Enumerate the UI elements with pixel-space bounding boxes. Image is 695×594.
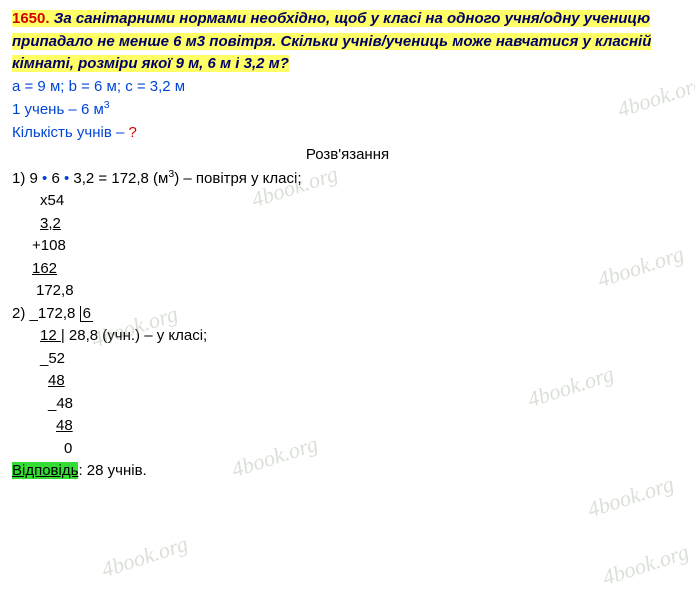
answer-text: 28 учнів. (87, 462, 147, 479)
calc2-l3: 48 (12, 370, 683, 393)
calc-block-1: x54 3,2 +108 162 172,8 (12, 190, 683, 303)
solution-title: Розв'язання (12, 144, 683, 167)
problem-number: 1650. (12, 10, 50, 27)
calc2-l6: 0 (12, 438, 683, 461)
calc1-l1: x54 (12, 190, 683, 213)
calc1-l2: 3,2 (12, 213, 683, 236)
problem-text-1: За санітарними нормами необхідно, щоб у … (12, 10, 651, 72)
given-line-2: 1 учень – 6 м3 (12, 98, 683, 122)
calc2-l4: _48 (12, 393, 683, 416)
calc2-l5: 48 (12, 415, 683, 438)
answer-label: Відповідь (12, 462, 78, 479)
problem-block: 1650. За санітарними нормами необхідно, … (12, 8, 683, 76)
answer-line: Відповідь: 28 учнів. (12, 460, 683, 483)
calc1-l3: +108 (12, 235, 683, 258)
step-1: 1) 9 • 6 • 3,2 = 172,8 (м3) – повітря у … (12, 167, 683, 191)
watermark-icon: 4book.org (598, 535, 693, 594)
calc-block-2: 12 | 28,8 (учн.) – у класі; _52 48 _48 4… (12, 325, 683, 460)
given-line-1: a = 9 м; b = 6 м; c = 3,2 м (12, 76, 683, 99)
calc2-l2: _52 (12, 348, 683, 371)
step-2: 2) _172,8 6 (12, 303, 683, 326)
given-line-3: Кількість учнів – ? (12, 122, 683, 145)
calc1-l4: 162 (12, 258, 683, 281)
problem-text-2: 3,2 м? (239, 55, 288, 72)
watermark-icon: 4book.org (97, 527, 192, 586)
calc2-l1: 12 | 28,8 (учн.) – у класі; (12, 325, 683, 348)
calc1-l5: 172,8 (12, 280, 683, 303)
